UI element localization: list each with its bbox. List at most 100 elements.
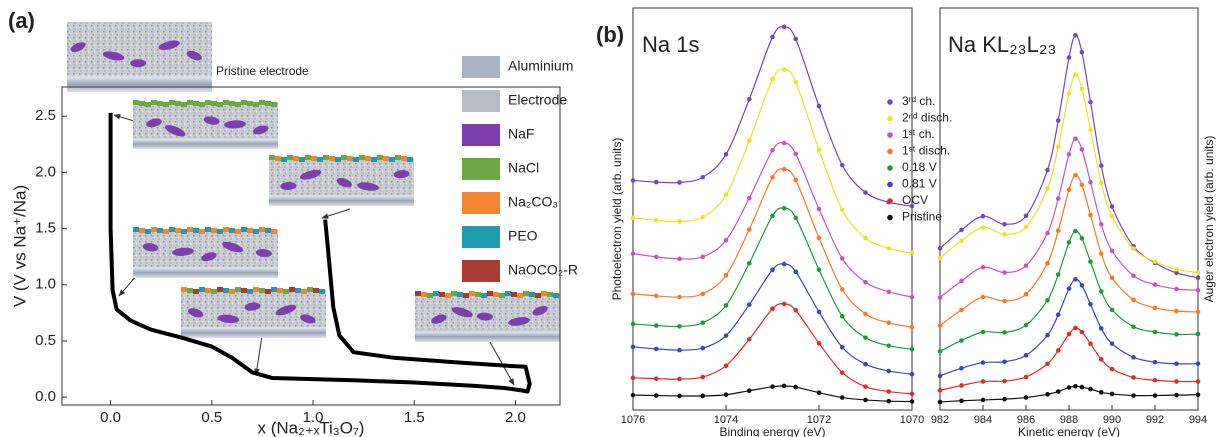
sei-particle xyxy=(211,101,217,106)
x-tick-label: 990 xyxy=(1103,414,1121,426)
x-tick-label: 988 xyxy=(1060,414,1078,426)
legend-swatch xyxy=(462,56,500,78)
legend-swatch xyxy=(462,226,500,248)
aluminium-layer xyxy=(269,195,414,206)
naf-particle xyxy=(187,308,204,318)
naf-particle xyxy=(70,42,86,53)
data-point xyxy=(1055,312,1061,318)
sei-particle xyxy=(535,293,541,298)
sei-particle xyxy=(289,287,295,292)
data-point xyxy=(1152,393,1158,398)
legend-label: NaCl xyxy=(508,160,539,176)
data-point xyxy=(1066,152,1072,157)
sei-particle xyxy=(229,228,235,233)
data-point xyxy=(781,205,787,211)
data-point xyxy=(1002,378,1007,384)
sei-particle xyxy=(157,228,163,233)
sei-particle xyxy=(499,293,505,298)
data-line xyxy=(632,68,913,254)
data-point xyxy=(1073,172,1078,178)
data-point xyxy=(1098,390,1104,395)
data-point xyxy=(1195,287,1201,293)
sei-particle xyxy=(553,293,559,298)
panel-label: (a) xyxy=(8,8,35,33)
data-point xyxy=(1066,55,1072,60)
legend-label: 3ʳᵈ ch. xyxy=(902,94,935,108)
sei-particle xyxy=(187,227,193,232)
legend-marker xyxy=(887,132,893,138)
sei-particle xyxy=(323,155,329,160)
data-point xyxy=(653,179,659,185)
subplot-title: Na KL₂₃L₂₃ xyxy=(948,32,1056,57)
data-point xyxy=(959,238,964,244)
sei-particle xyxy=(311,156,317,161)
data-point xyxy=(677,324,682,329)
data-point xyxy=(1079,236,1085,241)
sei-particle xyxy=(223,227,229,232)
data-point xyxy=(1131,375,1136,380)
sei-particle xyxy=(181,229,187,234)
sei-particle xyxy=(523,291,529,296)
data-point xyxy=(723,273,729,278)
data-point xyxy=(1045,186,1050,191)
sei-particle xyxy=(259,227,265,232)
data-point xyxy=(653,293,659,299)
data-point xyxy=(863,235,868,241)
data-point xyxy=(677,256,682,262)
data-point xyxy=(1174,270,1179,276)
data-point xyxy=(653,323,659,328)
data-point xyxy=(1109,204,1115,209)
data-point xyxy=(863,335,868,340)
data-point xyxy=(1174,308,1179,314)
sei-particle xyxy=(187,100,193,105)
data-point xyxy=(937,255,943,261)
sei-particle xyxy=(415,291,421,296)
electrode-inset xyxy=(67,22,212,92)
data-point xyxy=(1023,322,1029,328)
aluminium-layer xyxy=(67,76,212,92)
naf-particle xyxy=(201,252,217,262)
data-point xyxy=(1002,330,1007,335)
sei-particle xyxy=(505,291,511,296)
x-axis-label: Binding energy (eV) xyxy=(719,425,825,437)
sei-particle xyxy=(301,289,307,294)
data-point xyxy=(1131,246,1136,252)
data-point xyxy=(909,294,915,300)
data-point xyxy=(1055,228,1061,234)
data-point xyxy=(863,311,868,317)
data-line xyxy=(632,263,913,375)
data-point xyxy=(1079,182,1085,188)
x-tick-label: 1072 xyxy=(807,414,831,426)
arrow xyxy=(113,114,135,122)
y-axis-label: V (V vs Na⁺/Na) xyxy=(10,185,29,307)
panel-label: (b) xyxy=(596,22,624,47)
data-point xyxy=(1152,359,1158,365)
y-axis-label: Auger electron yield (arb. units) xyxy=(1202,136,1216,303)
sei-particle xyxy=(265,228,271,233)
sei-particle xyxy=(157,101,163,106)
sei-particle xyxy=(193,101,199,106)
data-point xyxy=(1045,230,1050,236)
data-point xyxy=(959,365,964,371)
legend-label: Electrode xyxy=(508,92,567,108)
data-point xyxy=(1066,187,1072,193)
data-point xyxy=(630,375,636,381)
data-line xyxy=(939,278,1199,377)
data-point xyxy=(1023,213,1029,219)
legend-marker xyxy=(887,148,893,155)
x-tick-label: 984 xyxy=(974,414,992,426)
data-point xyxy=(937,373,943,379)
y-tick-label: 0.5 xyxy=(35,332,56,349)
electrode-inset xyxy=(415,291,560,342)
data-point xyxy=(1098,221,1104,227)
data-point xyxy=(653,376,659,381)
plot-frame xyxy=(61,86,561,406)
data-point xyxy=(959,307,964,313)
legend-marker xyxy=(887,115,893,122)
data-point xyxy=(770,213,775,219)
data-point xyxy=(816,390,822,396)
sei-particle xyxy=(145,229,151,234)
naf-particle xyxy=(280,182,297,191)
sei-particle xyxy=(305,155,311,160)
legend-label: Pristine xyxy=(902,210,942,224)
